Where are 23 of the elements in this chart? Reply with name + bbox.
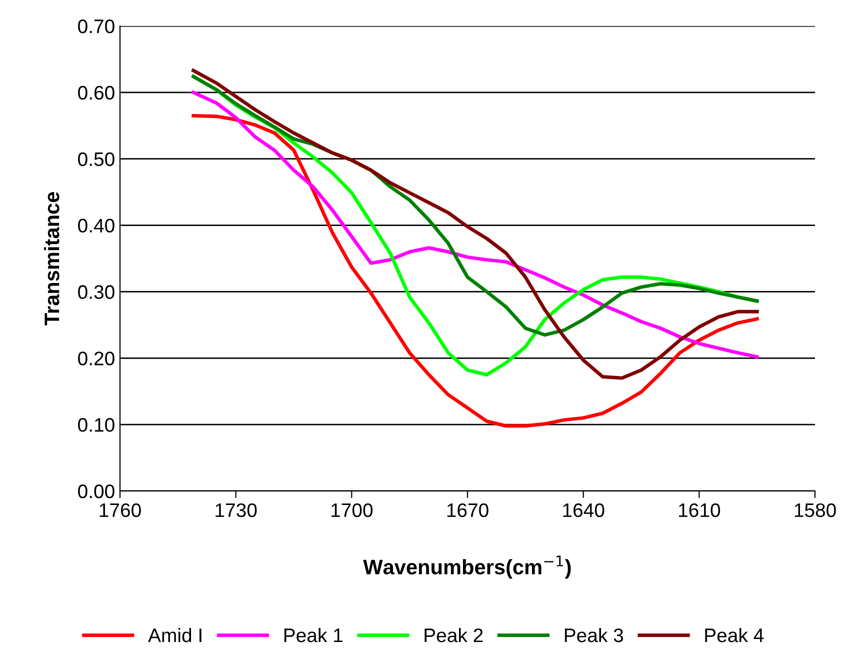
x-tick-label: 1640 [563,503,604,518]
legend-label: Peak 1 [284,628,342,642]
legend-label: Peak 4 [705,628,764,642]
y-tick-label: 0.70 [78,19,114,34]
legend-label: Peak 2 [424,628,483,642]
y-tick-label: 0.00 [78,484,114,498]
x-tick-label: 1670 [447,503,488,518]
y-tick-label: 0.30 [78,285,114,299]
y-tick-label: 0.10 [78,418,114,432]
legend-label: Amid I [148,628,202,642]
x-tick-label: 1700 [332,503,373,518]
y-tick-label: 0.40 [78,218,114,233]
y-tick-label: 0.60 [78,86,114,100]
x-tick-label: 1610 [679,503,720,518]
y-tick-label: 0.50 [78,152,114,166]
line-series [192,114,759,428]
y-axis-title: Transmitance [44,192,60,326]
x-tick-label: 1760 [100,503,141,518]
x-tick-label: 1580 [794,503,836,518]
y-tick-label: 0.20 [78,352,114,366]
x-axis-title: Wavenumbers(cm$^{−1}$) [363,556,571,579]
legend-label: Peak 3 [564,628,624,642]
x-tick-label: 1730 [216,503,257,518]
